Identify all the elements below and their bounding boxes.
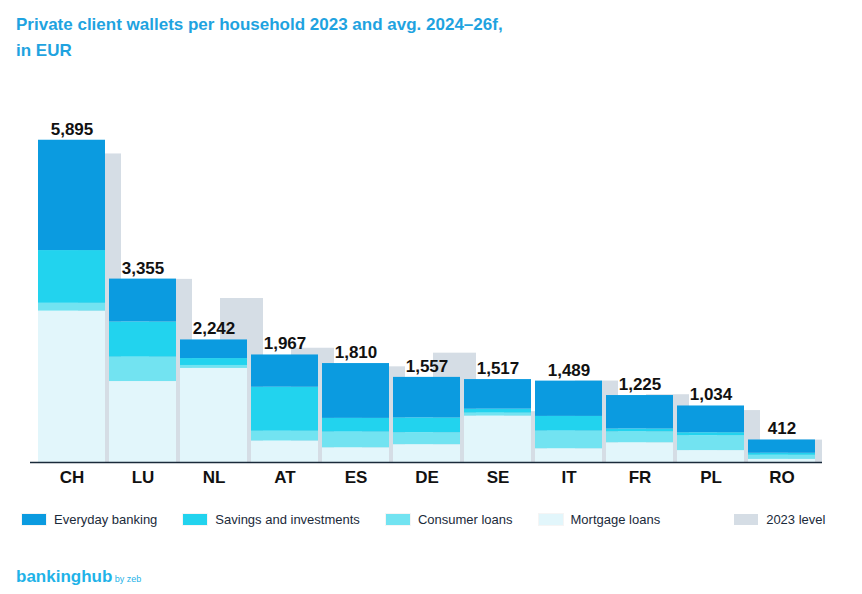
svg-text:5,895: 5,895 xyxy=(51,120,94,139)
html-text:Savings and investments: Savings and investments xyxy=(215,512,360,527)
html-text:bankinghubby zeb: bankinghubby zeb xyxy=(16,567,142,586)
svg-text:1,810: 1,810 xyxy=(335,343,378,362)
svg-text:DE: DE xyxy=(415,468,439,487)
svg-text:1,557: 1,557 xyxy=(406,357,449,376)
html-text:2023 level: 2023 level xyxy=(766,512,826,527)
svg-text:FR: FR xyxy=(629,468,652,487)
svg-text:RO: RO xyxy=(769,468,795,487)
svg-text:CH: CH xyxy=(60,468,85,487)
svg-text:PL: PL xyxy=(700,468,722,487)
svg-text:3,355: 3,355 xyxy=(122,259,165,278)
svg-text:1,489: 1,489 xyxy=(548,361,591,380)
html-text:Private client wallets per hou: Private client wallets per household 202… xyxy=(16,15,503,34)
svg-text:NL: NL xyxy=(203,468,226,487)
svg-text:LU: LU xyxy=(132,468,155,487)
svg-text:412: 412 xyxy=(768,419,796,438)
html-text:in EUR: in EUR xyxy=(16,41,72,60)
svg-text:1,967: 1,967 xyxy=(264,334,307,353)
svg-text:1,225: 1,225 xyxy=(619,375,662,394)
svg-text:IT: IT xyxy=(561,468,577,487)
svg-text:AT: AT xyxy=(274,468,296,487)
html-text:Consumer loans: Consumer loans xyxy=(417,512,513,527)
html-text:Everyday banking: Everyday banking xyxy=(54,512,158,527)
svg-text:1,517: 1,517 xyxy=(477,359,520,378)
svg-text:1,034: 1,034 xyxy=(690,385,733,404)
html-text:Mortgage loans: Mortgage loans xyxy=(570,512,661,527)
svg-text:ES: ES xyxy=(345,468,368,487)
svg-text:2,242: 2,242 xyxy=(193,319,236,338)
svg-text:SE: SE xyxy=(487,468,510,487)
